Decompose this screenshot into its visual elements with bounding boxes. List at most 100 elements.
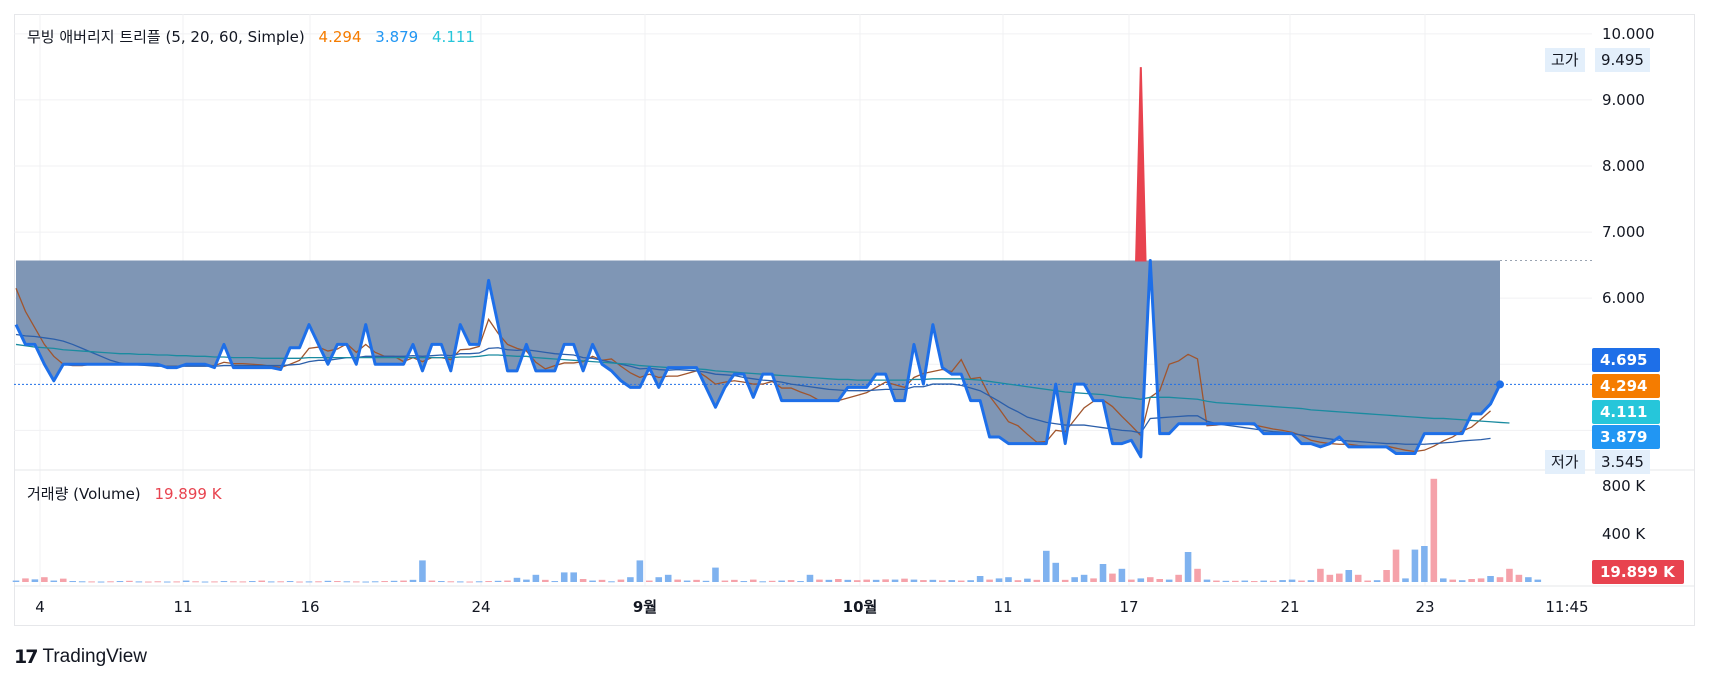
ma5-legend-value: 4.294 (318, 28, 362, 46)
volume-bar (504, 580, 511, 582)
volume-bar (249, 581, 256, 583)
volume-bar (334, 581, 341, 583)
volume-bar (296, 581, 303, 583)
volume-bar (1128, 579, 1135, 582)
volume-bar (749, 579, 757, 582)
volume-bar (844, 579, 852, 582)
volume-bar (1033, 579, 1041, 582)
volume-bar (523, 579, 530, 582)
volume-bar (1194, 568, 1201, 582)
volume-bar (362, 581, 370, 583)
volume-bar (475, 581, 483, 583)
volume-bar (1326, 574, 1334, 582)
volume-bar (1392, 549, 1400, 582)
volume-bar (664, 574, 672, 582)
ma60-price-tag: 4.111 (1592, 400, 1660, 424)
volume-bar (1421, 546, 1428, 582)
volume-bar (211, 581, 218, 583)
price-area (16, 260, 1500, 457)
ma60-legend-value: 4.111 (432, 28, 475, 46)
volume-bar (466, 581, 473, 583)
volume-bar (863, 579, 870, 582)
tradingview-logo-icon: 17 (14, 646, 38, 668)
volume-bar (1146, 577, 1154, 582)
time-tick-label: 4 (35, 598, 45, 616)
volume-bar (31, 579, 39, 582)
volume-legend-title: 거래량 (Volume) (27, 485, 141, 503)
volume-bar (872, 579, 880, 582)
volume-bar (693, 579, 700, 582)
volume-bar (901, 578, 908, 582)
volume-bar (419, 560, 426, 582)
volume-bar (1373, 580, 1381, 582)
volume-bar (1430, 478, 1438, 582)
volume-bar (192, 581, 199, 583)
volume-bar (1213, 580, 1220, 582)
ma20-legend-value: 3.879 (375, 28, 419, 46)
volume-bar (551, 581, 559, 583)
volume-bar (1345, 570, 1353, 582)
volume-bar (1439, 578, 1447, 582)
volume-bar (126, 580, 133, 582)
time-tick-label: 11 (993, 598, 1012, 616)
volume-bar (1288, 579, 1296, 582)
volume-bar (1071, 577, 1078, 582)
volume-bar (239, 581, 247, 583)
volume-bar (778, 580, 785, 582)
volume-bar (154, 581, 162, 583)
volume-bar (1184, 552, 1192, 582)
volume-bar (816, 579, 823, 582)
volume-bar (1118, 568, 1126, 582)
volume-bar (1298, 580, 1305, 582)
volume-bar (78, 581, 86, 583)
volume-bar (542, 579, 549, 582)
volume-bar (768, 580, 776, 582)
low-value-text: 3.545 (1601, 453, 1644, 471)
volume-bar (579, 579, 587, 582)
price-tick-label: 7.000 (1602, 223, 1645, 241)
volume-bar (882, 579, 889, 582)
volume-bar (1005, 577, 1012, 582)
volume-bar (258, 580, 266, 582)
volume-bar (957, 580, 965, 582)
volume-bar (967, 580, 974, 582)
volume-bar (1061, 579, 1069, 582)
volume-bar (1137, 578, 1145, 582)
volume-bar (220, 581, 228, 583)
volume-bar (532, 574, 540, 582)
volume-bar (570, 572, 577, 582)
volume-bar (721, 580, 729, 582)
volume-bar (939, 580, 946, 582)
volume-bar (88, 581, 95, 583)
ma20-price-tag: 3.879 (1592, 425, 1660, 449)
volume-bar (948, 580, 956, 582)
volume-last-tag: 19.899 K (1592, 560, 1684, 584)
volume-bar (1307, 580, 1315, 582)
volume-bar (608, 581, 615, 583)
volume-bar (50, 580, 58, 582)
ma5-price-tag: 4.294 (1592, 374, 1660, 398)
volume-bar (1260, 580, 1267, 582)
volume-bar (135, 581, 143, 583)
time-tick-label: 23 (1415, 598, 1434, 616)
volume-bar (69, 581, 77, 583)
volume-bar (731, 579, 738, 582)
volume-bar (740, 581, 748, 583)
volume-bar (1411, 549, 1419, 582)
time-tick-label: 9월 (633, 598, 657, 616)
volume-bar (277, 581, 284, 583)
volume-bar (589, 580, 596, 582)
volume-bar (201, 581, 209, 583)
volume-bar (390, 580, 398, 582)
volume-bar (560, 572, 568, 582)
volume-bar (683, 580, 691, 582)
volume-bar (1468, 579, 1475, 582)
volume-bar (1525, 577, 1532, 582)
volume-bar (995, 578, 1003, 582)
volume-bar (910, 579, 918, 582)
volume-bar (182, 580, 190, 582)
last-price-dot (1496, 380, 1504, 389)
volume-bar (825, 579, 833, 582)
tradingview-brand[interactable]: 17 TradingView (14, 646, 147, 668)
